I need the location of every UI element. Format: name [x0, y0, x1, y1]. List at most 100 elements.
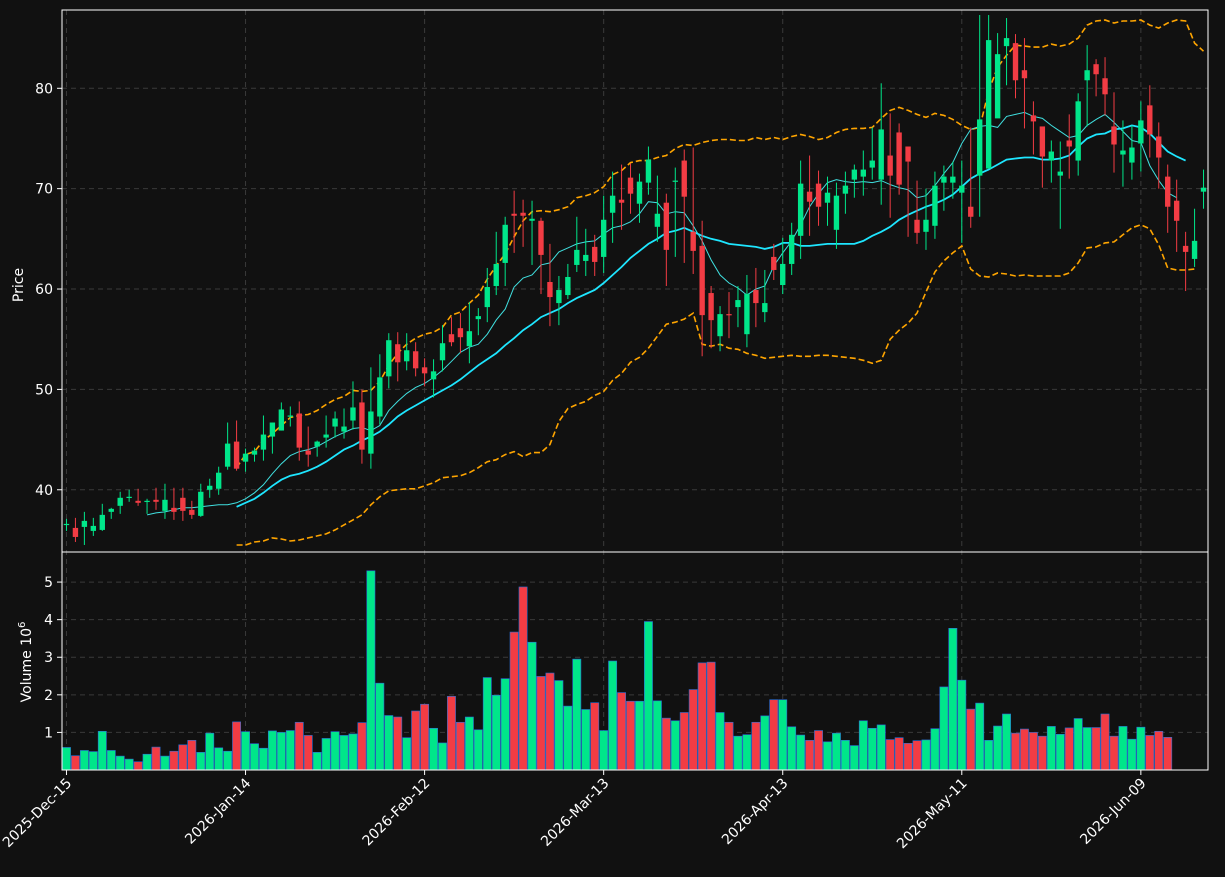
candle-body — [368, 411, 374, 454]
candle-body — [708, 293, 714, 321]
candle-body — [314, 441, 320, 447]
candle-body — [968, 206, 974, 217]
price-tick-label: 70 — [35, 182, 53, 198]
volume-bar — [303, 735, 313, 771]
volume-bar — [536, 676, 546, 771]
candle-body — [404, 350, 410, 362]
volume-bar — [572, 658, 582, 771]
candle-body — [359, 402, 365, 450]
volume-bar — [903, 743, 913, 771]
candle-body — [126, 496, 132, 498]
volume-bar — [796, 734, 806, 771]
candle-body — [269, 422, 276, 437]
candle-body — [959, 185, 965, 193]
candle-body — [896, 132, 902, 185]
candle-body — [1012, 43, 1019, 81]
volume-bar — [724, 721, 734, 771]
volume-bar — [133, 761, 143, 771]
candle-body — [529, 218, 535, 221]
volume-bar — [840, 740, 850, 771]
price-tick-label: 80 — [35, 81, 53, 97]
candle-body — [430, 371, 437, 380]
volume-bar — [769, 699, 779, 771]
candle-body — [1021, 70, 1028, 79]
volume-bar — [984, 740, 994, 771]
candle-body — [233, 441, 240, 469]
candle-body — [977, 119, 983, 176]
candle-body — [923, 219, 929, 232]
volume-bar — [563, 705, 573, 771]
candle-body — [833, 195, 840, 230]
candle-body — [663, 202, 670, 250]
candle-body — [520, 212, 526, 216]
candle-body — [1111, 126, 1117, 145]
volume-bar — [957, 679, 967, 771]
volume-bar — [805, 740, 815, 771]
volume-bar — [706, 661, 716, 771]
volume-bar — [250, 743, 259, 771]
volume-bar — [97, 730, 107, 771]
volume-bar — [1020, 728, 1029, 771]
candle-body — [350, 407, 356, 421]
candle-body — [985, 40, 992, 169]
volume-bar — [1046, 726, 1056, 771]
candle-body — [412, 351, 419, 369]
price-tick-label: 60 — [35, 282, 53, 298]
candle-body — [583, 254, 589, 261]
volume-bar — [966, 708, 976, 771]
candle-body — [932, 185, 938, 226]
candle-body — [681, 160, 687, 197]
candle-body — [914, 219, 920, 233]
candle-body — [224, 443, 231, 467]
volume-bar — [661, 717, 671, 771]
candle-body — [287, 415, 293, 417]
candle-body — [421, 367, 428, 374]
moving-average-slow-line — [236, 124, 1186, 508]
candle-body — [699, 245, 705, 316]
candle-body — [466, 331, 473, 347]
candle-body — [726, 314, 732, 316]
volume-tick-label: 3 — [44, 650, 53, 666]
volume-bar — [778, 699, 788, 771]
volume-bar — [500, 678, 510, 771]
volume-bar — [1163, 736, 1173, 771]
volume-tick-label: 2 — [44, 688, 53, 704]
volume-bar — [348, 733, 358, 771]
volume-bar — [241, 731, 250, 771]
volume-bar — [1037, 735, 1047, 771]
volume-bar — [124, 758, 134, 771]
volume-bar — [196, 752, 206, 771]
candle-body — [806, 191, 813, 202]
candle-body — [636, 181, 643, 204]
candle-body — [144, 500, 150, 503]
volume-bar — [1082, 727, 1092, 771]
volume-bar — [823, 741, 832, 771]
candle-body — [493, 263, 499, 287]
candle-body — [994, 54, 1001, 119]
volume-bar — [1145, 735, 1155, 771]
candle-body — [788, 234, 795, 264]
volume-bar — [106, 750, 116, 771]
volume-bar — [939, 686, 949, 771]
candle-body — [860, 169, 866, 177]
candle-body — [1182, 245, 1189, 252]
volume-bar — [1127, 738, 1137, 771]
volume-bar — [321, 738, 331, 771]
volume-bar — [214, 747, 224, 771]
candle-body — [1129, 147, 1135, 163]
candle-body — [1120, 150, 1126, 155]
candle-body — [565, 276, 571, 296]
candle-body — [395, 344, 401, 363]
volume-bar — [1109, 735, 1119, 771]
candle-body — [99, 514, 105, 530]
volume-bar — [849, 745, 859, 771]
candle-body — [556, 290, 562, 304]
candle-body — [81, 520, 88, 527]
volume-bar — [867, 727, 877, 771]
candle-body — [941, 176, 947, 183]
candle-body — [171, 507, 177, 512]
volume-bar — [635, 700, 644, 771]
candle-body — [1084, 70, 1090, 81]
volume-bar — [518, 586, 528, 771]
